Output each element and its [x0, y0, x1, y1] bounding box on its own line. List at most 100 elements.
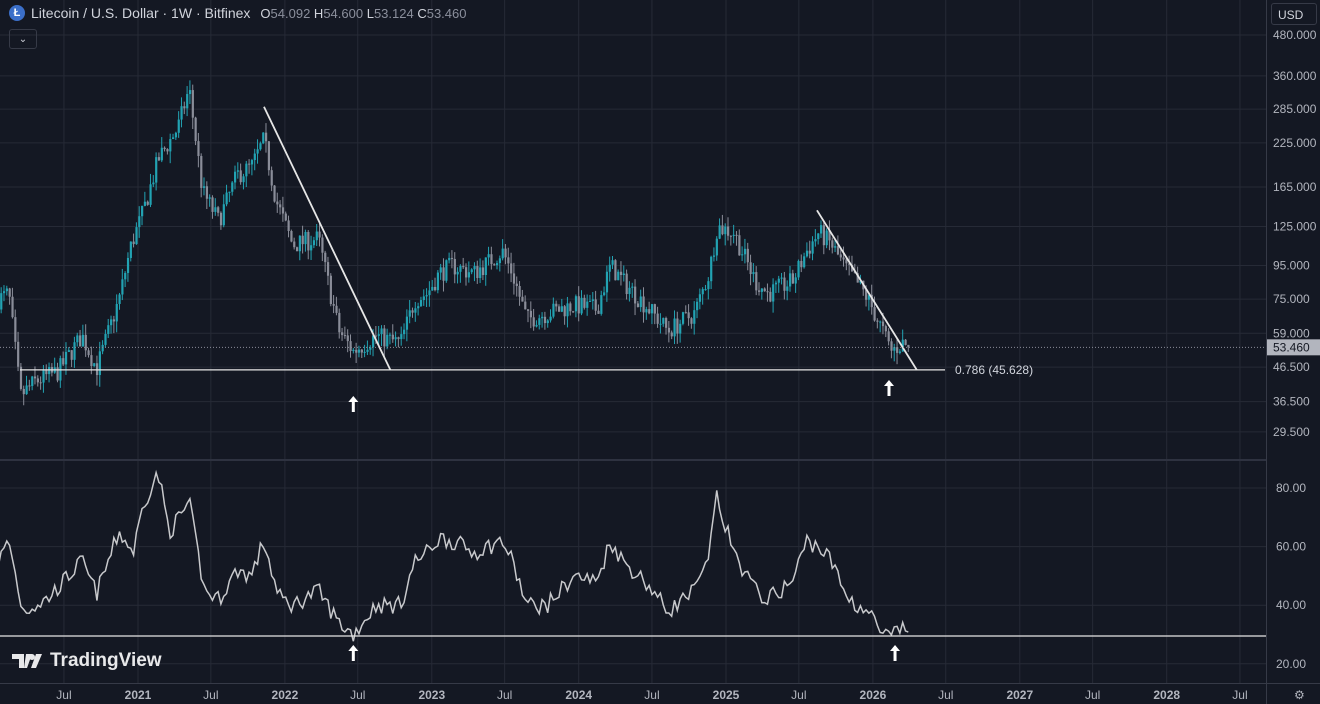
time-tick-label: 2021: [125, 688, 152, 702]
chart-settings-icon[interactable]: ⚙: [1294, 688, 1305, 702]
candle-body: [760, 288, 764, 292]
candle-body: [704, 289, 707, 291]
candle-body: [614, 260, 617, 281]
candle-body: [836, 246, 840, 255]
candle-body: [394, 337, 397, 340]
candle-body: [253, 153, 256, 161]
candle-body: [90, 355, 93, 367]
candle-body: [839, 254, 842, 258]
candle-body: [155, 157, 158, 183]
candle-body: [707, 281, 710, 290]
candle-body: [780, 277, 783, 279]
candle-body: [746, 248, 749, 263]
candle-body: [307, 231, 310, 251]
ohlc-values: O54.092 H54.600 L53.124 C53.460: [260, 5, 467, 21]
time-tick-label: Jul: [350, 688, 365, 702]
candle-body: [163, 147, 166, 150]
candle-body: [28, 385, 31, 387]
candle-body: [411, 310, 414, 313]
candle-body: [673, 318, 676, 337]
candle-body: [876, 320, 879, 322]
candle-body: [608, 264, 611, 272]
candle-body: [622, 273, 625, 276]
candle-body: [64, 351, 68, 365]
candle-body: [0, 293, 3, 310]
candle-body: [45, 370, 48, 375]
time-tick-label: Jul: [938, 688, 953, 702]
candle-body: [659, 323, 662, 325]
candle-body: [831, 240, 834, 248]
candle-body: [67, 350, 70, 352]
candle-body: [188, 90, 192, 95]
candle-body: [231, 182, 234, 192]
candle-body: [727, 226, 730, 236]
candle-body: [896, 347, 899, 353]
candle-body: [834, 246, 837, 248]
candle-body: [374, 335, 378, 337]
candle-body: [848, 263, 851, 265]
candle-body: [893, 347, 896, 351]
candle-body: [803, 256, 806, 268]
candle-body: [588, 300, 592, 302]
time-tick-label: 2027: [1006, 688, 1033, 702]
time-tick-label: 2026: [860, 688, 887, 702]
candle-body: [817, 233, 820, 240]
indicator-line: [0, 469, 909, 642]
candle-body: [811, 241, 814, 254]
candle-body: [36, 378, 39, 383]
candle-body: [70, 350, 73, 360]
candle-body: [267, 141, 271, 171]
time-tick-label: Jul: [791, 688, 806, 702]
candle-body: [715, 238, 718, 256]
candle-body: [380, 328, 383, 335]
candle-body: [901, 339, 904, 352]
candle-body: [436, 272, 440, 291]
candle-body: [264, 132, 268, 142]
symbol-title[interactable]: Litecoin / U.S. Dollar · 1W · Bitfinex: [31, 5, 251, 21]
candle-body: [481, 267, 485, 276]
candle-body: [515, 283, 518, 287]
candle-body: [335, 305, 338, 313]
candle-body: [239, 170, 242, 183]
candle-body: [667, 327, 671, 333]
candle-body: [867, 294, 871, 300]
candle-body: [752, 272, 755, 275]
candle-body: [487, 254, 490, 258]
candle-body: [403, 329, 406, 335]
candle-body: [586, 301, 589, 308]
up-arrow-icon: [348, 396, 359, 412]
candle-body: [552, 303, 555, 317]
candle-body: [577, 296, 580, 314]
candle-body: [453, 258, 456, 275]
candle-body: [48, 367, 51, 375]
candle-body: [200, 156, 203, 188]
currency-selector[interactable]: USD: [1271, 3, 1317, 25]
candle-body: [425, 295, 428, 297]
indicator-tick-label: 40.00: [1276, 598, 1306, 612]
candle-body: [132, 241, 135, 245]
candle-body: [112, 319, 116, 322]
tradingview-logo-icon: [12, 654, 42, 668]
candle-body: [298, 235, 301, 252]
candle-body: [166, 149, 169, 152]
candle-body: [126, 257, 130, 273]
time-tick-label: Jul: [644, 688, 659, 702]
candle-body: [8, 288, 11, 297]
candle-body: [650, 304, 654, 314]
candle-body: [115, 303, 118, 322]
candle-body: [107, 325, 110, 334]
candle-body: [611, 260, 614, 265]
trendline: [263, 106, 392, 371]
candle-body: [19, 366, 23, 389]
candle-body: [205, 186, 209, 199]
candle-body: [338, 312, 341, 333]
candle-body: [448, 257, 451, 261]
candle-body: [343, 335, 347, 337]
collapse-legend-button[interactable]: ⌄: [9, 29, 37, 49]
candle-body: [388, 334, 392, 336]
candle-body: [777, 278, 780, 283]
candle-body: [898, 351, 902, 353]
candle-body: [349, 341, 352, 352]
candle-body: [526, 309, 530, 311]
